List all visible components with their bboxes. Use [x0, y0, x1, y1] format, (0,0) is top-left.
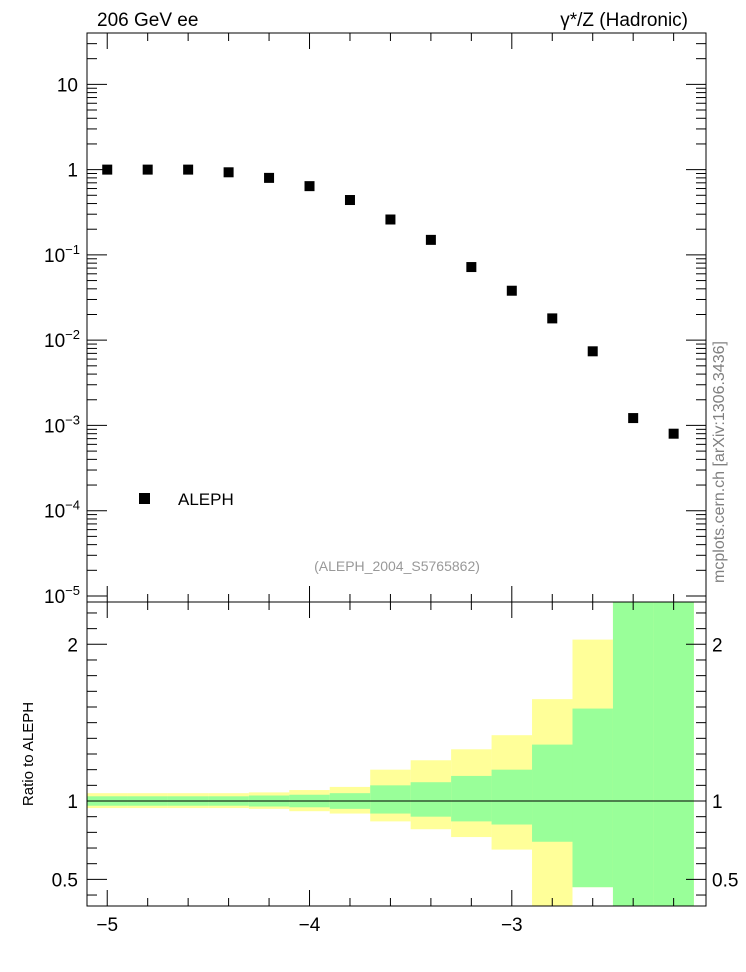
data-point: [264, 172, 275, 183]
data-point: [425, 234, 436, 245]
y-tick-label: 10−5: [44, 583, 80, 608]
ratio-band-bin: [612, 602, 654, 906]
ratio-band-bin: [370, 785, 411, 814]
data-point: [304, 181, 315, 192]
main-panel: 10 1 10−1 10−2 10−3 10−4 10−5 ALEPH (ALEPH_200…: [44, 32, 707, 608]
data-point: [344, 195, 355, 206]
side-label: mcplots.cern.ch [arXiv:1306.3436]: [711, 341, 728, 583]
legend: ALEPH: [139, 490, 234, 509]
ratio-band-bin: [491, 769, 533, 825]
y-tick-label: 10−4: [44, 498, 80, 523]
ratio-band-bin: [653, 602, 694, 906]
data-point: [102, 164, 113, 175]
data-point: [587, 346, 598, 357]
data-point: [223, 167, 234, 178]
y-tick-label: 10−2: [44, 327, 80, 352]
y-tick-label: 10−3: [44, 412, 80, 437]
x-tick-label: −4: [299, 915, 321, 936]
x-tick-label: −5: [96, 915, 118, 936]
analysis-label: (ALEPH_2004_S5765862): [314, 558, 480, 574]
data-point: [142, 164, 153, 175]
y-tick-label: 1: [67, 161, 78, 182]
ratio-panel: 2 2 1 1 0.5 0.5 −5 −4 −3 Ratio to ALEPH: [20, 601, 738, 936]
y-tick-label: 10: [57, 75, 78, 96]
ratio-y-tick-label: 1: [67, 792, 78, 813]
ratio-bands: [87, 602, 694, 906]
data-point: [385, 214, 396, 225]
ratio-band-bin: [532, 744, 573, 842]
header-left-label: 206 GeV ee: [97, 10, 198, 31]
main-y-ticks: 10 1 10−1 10−2 10−3 10−4 10−5: [44, 43, 706, 608]
data-point: [547, 313, 558, 324]
ratio-band-bin: [572, 708, 613, 888]
legend-marker: [139, 493, 150, 504]
ratio-y-tick-label: 0.5: [52, 870, 78, 891]
ratio-band-bin: [451, 775, 492, 822]
x-tick-label: −3: [501, 915, 523, 936]
data-point: [628, 413, 639, 424]
data-point: [466, 262, 477, 273]
main-points: [102, 164, 679, 439]
legend-label: ALEPH: [178, 490, 234, 509]
ratio-band-bin: [410, 782, 452, 817]
y-tick-label: 10−1: [44, 242, 80, 267]
ratio-frame: [86, 601, 707, 907]
header-right-label: γ*/Z (Hadronic): [560, 10, 688, 31]
ratio-y-tick-label-right: 2: [712, 635, 723, 656]
ratio-ticks: 2 2 1 1 0.5 0.5 −5 −4 −3: [52, 602, 738, 936]
ratio-y-axis-label: Ratio to ALEPH: [20, 702, 37, 806]
ratio-y-tick-label-right: 0.5: [712, 870, 738, 891]
ratio-y-tick-label-right: 1: [712, 792, 723, 813]
ratio-y-tick-label: 2: [67, 635, 78, 656]
data-point: [668, 428, 679, 439]
data-point: [506, 285, 517, 296]
main-x-ticks: [106, 33, 675, 602]
main-frame: [86, 32, 707, 603]
data-point: [183, 164, 194, 175]
